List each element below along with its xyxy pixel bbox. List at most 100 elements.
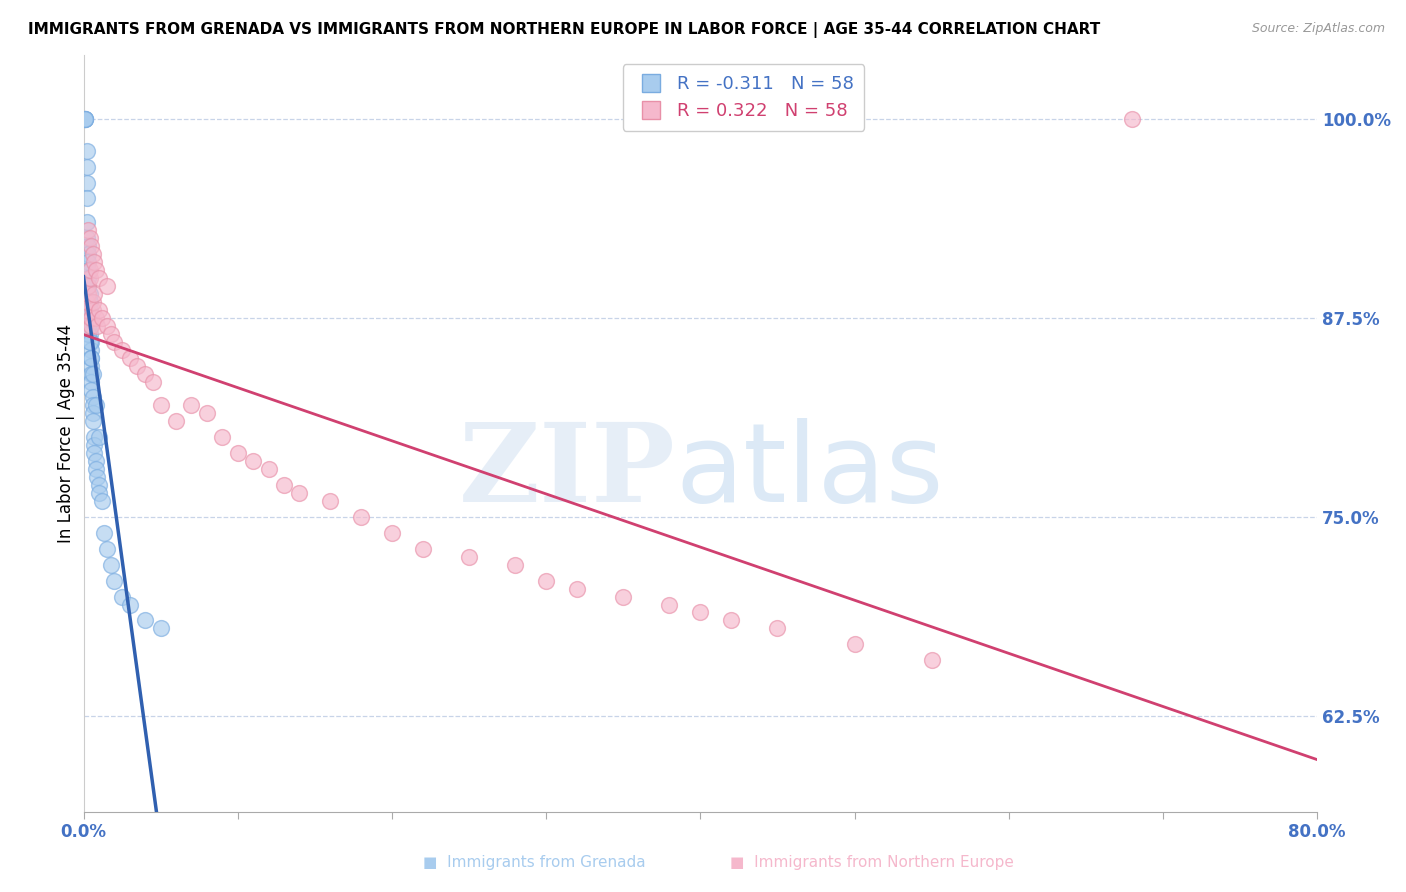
- Point: [180, 399, 202, 413]
- Point: [503, 558, 526, 572]
- Point: [127, 359, 149, 373]
- Text: ZIP: ZIP: [458, 417, 676, 524]
- Point: [77, 255, 100, 269]
- Point: [226, 446, 249, 460]
- Point: [83, 446, 105, 460]
- Point: [80, 318, 103, 333]
- Text: Source: ZipAtlas.com: Source: ZipAtlas.com: [1251, 22, 1385, 36]
- Point: [82, 302, 104, 317]
- Text: IMMIGRANTS FROM GRENADA VS IMMIGRANTS FROM NORTHERN EUROPE IN LABOR FORCE | AGE : IMMIGRANTS FROM GRENADA VS IMMIGRANTS FR…: [28, 22, 1101, 38]
- Point: [111, 343, 134, 357]
- Point: [77, 279, 100, 293]
- Point: [720, 614, 742, 628]
- Point: [79, 271, 101, 285]
- Point: [96, 541, 118, 556]
- Point: [82, 295, 104, 310]
- Point: [79, 287, 101, 301]
- Point: [77, 223, 100, 237]
- Point: [76, 176, 98, 190]
- Point: [111, 590, 134, 604]
- Point: [612, 590, 634, 604]
- Point: [76, 310, 98, 325]
- Point: [103, 334, 125, 349]
- Y-axis label: In Labor Force | Age 35-44: In Labor Force | Age 35-44: [58, 324, 75, 543]
- Point: [134, 367, 156, 381]
- Point: [76, 295, 98, 310]
- Point: [86, 470, 108, 484]
- Point: [689, 606, 711, 620]
- Point: [84, 454, 107, 468]
- Point: [87, 478, 110, 492]
- Point: [80, 383, 103, 397]
- Point: [165, 414, 187, 428]
- Point: [103, 574, 125, 588]
- Point: [83, 255, 105, 269]
- Point: [77, 263, 100, 277]
- Point: [73, 112, 96, 126]
- Point: [87, 271, 110, 285]
- Point: [87, 302, 110, 317]
- Point: [73, 112, 96, 126]
- Point: [93, 525, 115, 540]
- Point: [80, 239, 103, 253]
- Point: [195, 406, 218, 420]
- Point: [80, 351, 103, 365]
- Point: [118, 351, 141, 365]
- Point: [273, 478, 295, 492]
- Point: [87, 430, 110, 444]
- Point: [142, 375, 165, 389]
- Point: [79, 334, 101, 349]
- Point: [211, 430, 233, 444]
- Point: [91, 310, 114, 325]
- Text: ■  Immigrants from Northern Europe: ■ Immigrants from Northern Europe: [730, 855, 1014, 870]
- Point: [91, 494, 114, 508]
- Point: [76, 215, 98, 229]
- Point: [319, 494, 342, 508]
- Text: ■  Immigrants from Grenada: ■ Immigrants from Grenada: [423, 855, 645, 870]
- Point: [79, 263, 101, 277]
- Point: [80, 334, 103, 349]
- Point: [79, 326, 101, 341]
- Point: [79, 310, 101, 325]
- Point: [79, 318, 101, 333]
- Point: [73, 318, 96, 333]
- Point: [77, 271, 100, 285]
- Point: [84, 310, 107, 325]
- Point: [921, 653, 943, 667]
- Point: [82, 247, 104, 261]
- Point: [77, 239, 100, 253]
- Point: [79, 295, 101, 310]
- Point: [82, 414, 104, 428]
- Point: [80, 310, 103, 325]
- Point: [76, 160, 98, 174]
- Point: [82, 391, 104, 405]
- Point: [257, 462, 280, 476]
- Point: [79, 231, 101, 245]
- Point: [80, 367, 103, 381]
- Point: [73, 112, 96, 126]
- Point: [288, 486, 311, 500]
- Point: [76, 144, 98, 158]
- Point: [149, 621, 172, 635]
- Point: [80, 343, 103, 357]
- Point: [80, 375, 103, 389]
- Text: atlas: atlas: [676, 417, 945, 524]
- Point: [83, 287, 105, 301]
- Point: [766, 621, 789, 635]
- Point: [96, 318, 118, 333]
- Point: [350, 510, 373, 524]
- Point: [79, 302, 101, 317]
- Legend: R = -0.311   N = 58, R = 0.322   N = 58: R = -0.311 N = 58, R = 0.322 N = 58: [623, 64, 865, 131]
- Point: [242, 454, 264, 468]
- Point: [412, 541, 434, 556]
- Point: [77, 318, 100, 333]
- Point: [100, 326, 122, 341]
- Point: [77, 326, 100, 341]
- Point: [87, 486, 110, 500]
- Point: [83, 438, 105, 452]
- Point: [77, 287, 100, 301]
- Point: [77, 247, 100, 261]
- Point: [84, 263, 107, 277]
- Point: [96, 279, 118, 293]
- Point: [118, 598, 141, 612]
